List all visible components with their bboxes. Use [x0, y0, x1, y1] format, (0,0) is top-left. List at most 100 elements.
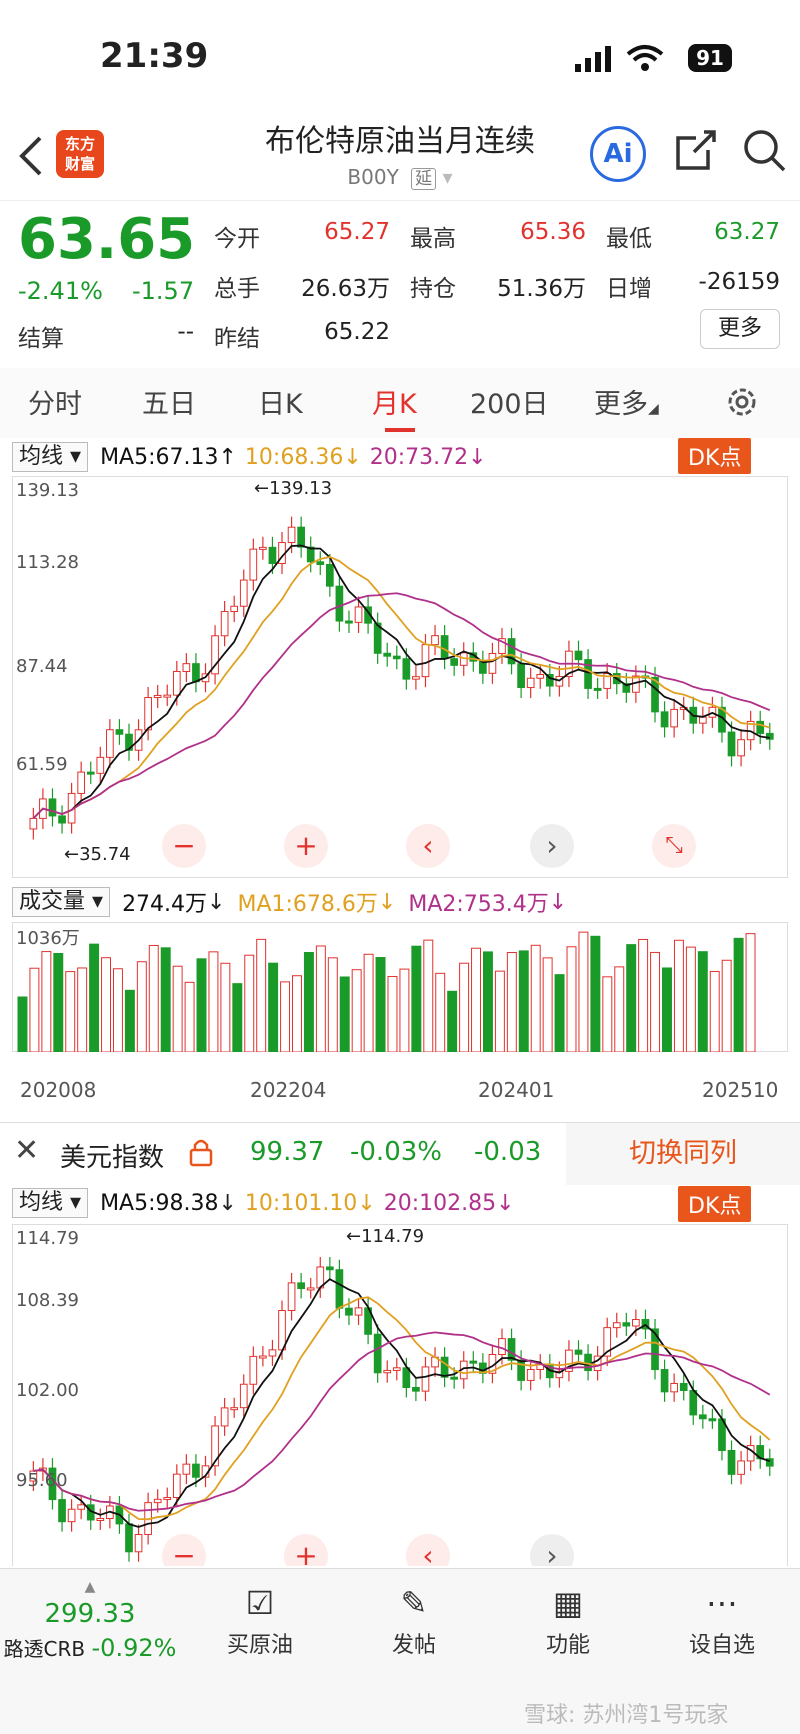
nav-add-watchlist[interactable]: ⋯ 设自选 — [662, 1579, 782, 1659]
search-icon[interactable] — [742, 128, 788, 174]
volume-bar — [685, 946, 696, 1052]
back-icon[interactable] — [16, 134, 46, 178]
compare-candle — [259, 1355, 267, 1359]
compare-candle — [182, 1463, 191, 1475]
compare-candle — [287, 1282, 296, 1312]
close-compare-icon[interactable]: ✕ — [14, 1133, 40, 1168]
more-dots-icon: ⋯ — [706, 1584, 738, 1622]
zoom-out-button[interactable]: − — [162, 824, 206, 868]
compare-zoom-out[interactable]: − — [162, 1534, 206, 1566]
compare-candle — [603, 1327, 612, 1357]
crb-value: 299.33 — [44, 1599, 136, 1629]
price-candle — [660, 711, 669, 728]
settings-gear-icon[interactable] — [724, 384, 760, 420]
nav-post[interactable]: ✎ 发帖 — [354, 1579, 474, 1659]
volume-ma1: MA1:678.6万 — [237, 892, 378, 917]
y-label-top: 139.13 — [16, 480, 79, 501]
compare-candle — [134, 1534, 143, 1553]
volume-bar — [244, 954, 255, 1052]
compare-dk-button[interactable]: DK点 — [678, 1186, 752, 1222]
volume-bar — [29, 967, 40, 1052]
high-annotation: ←139.13 — [254, 478, 333, 499]
tab-monthly-k[interactable]: 月K — [372, 389, 417, 420]
nav-functions[interactable]: ▦ 功能 — [508, 1579, 628, 1659]
crb-name: 路透CRB — [3, 1637, 86, 1661]
prev-settle-label: 昨结 — [214, 326, 260, 352]
open-value: 65.27 — [324, 219, 390, 245]
compare-scroll-left[interactable]: ‹ — [406, 1534, 450, 1566]
last-price: 63.65 — [18, 207, 196, 272]
share-icon[interactable] — [674, 128, 718, 172]
change-pct: -2.41% — [18, 277, 103, 305]
volume-bar — [315, 945, 326, 1052]
price-candle — [651, 676, 659, 713]
volume-bar — [745, 933, 756, 1052]
compare-candle — [632, 1319, 640, 1327]
tab-200-day[interactable]: 200日 — [470, 389, 549, 420]
volume-bar — [578, 931, 589, 1052]
volume-bar — [232, 983, 243, 1052]
compare-candle — [335, 1269, 344, 1309]
price-candle — [383, 652, 392, 657]
compare-candle — [172, 1473, 181, 1499]
price-candle — [77, 771, 86, 794]
compare-candle — [765, 1458, 774, 1467]
compare-candle — [278, 1310, 286, 1351]
price-candle — [584, 659, 592, 689]
ma-legend: 均线 ▾ MA5:67.13 ↑ 10:68.36 ↓ 20:73.72 ↓ — [12, 442, 487, 472]
switch-column-button[interactable]: 切换同列 — [566, 1123, 800, 1185]
fullscreen-icon[interactable]: ⤡ — [652, 824, 696, 868]
x-label-2: 202204 — [250, 1078, 327, 1102]
compare-candle — [268, 1349, 277, 1357]
price-candle — [450, 658, 459, 666]
tab-more[interactable]: 更多◢ — [594, 389, 659, 420]
ai-button[interactable]: Ai — [590, 126, 646, 182]
wifi-icon — [626, 45, 664, 71]
compare-candle — [622, 1322, 631, 1327]
volume-bar — [77, 967, 88, 1052]
compare-value: 99.37 — [250, 1137, 325, 1167]
tab-five-day[interactable]: 五日 — [142, 389, 196, 420]
more-button[interactable]: 更多 — [700, 309, 780, 349]
compare-scroll-right[interactable]: › — [530, 1534, 574, 1566]
compare-name: 美元指数 — [60, 1143, 165, 1173]
chevron-down-icon[interactable]: ▾ — [442, 165, 453, 189]
compare-candle — [498, 1338, 506, 1356]
volume-bar — [327, 957, 338, 1052]
dk-point-button[interactable]: DK点 — [678, 438, 752, 474]
price-candle — [412, 676, 420, 680]
oi-value: 51.36万 — [497, 276, 586, 302]
nav-buy-crude[interactable]: ☑ 买原油 — [200, 1579, 320, 1659]
scroll-left-button[interactable]: ‹ — [406, 824, 450, 868]
compare-candle — [211, 1425, 219, 1467]
zoom-in-button[interactable]: + — [284, 824, 328, 868]
volume-legend: 成交量 ▾ 274.4万 ↓ MA1:678.6万 ↓ MA2:753.4万 ↓ — [12, 886, 567, 918]
compare-candle — [249, 1355, 258, 1385]
crb-index[interactable]: ▲ 299.33 路透CRB -0.92% — [0, 1579, 180, 1662]
compare-candle — [220, 1407, 229, 1427]
volume-bar — [447, 990, 458, 1052]
logo-line2: 财富 — [64, 155, 95, 173]
compare-candle — [67, 1508, 76, 1523]
compare-candle — [565, 1349, 573, 1372]
y-label-4: 61.59 — [16, 754, 68, 775]
indicator-selector[interactable]: 均线 ▾ — [12, 442, 89, 472]
price-candle — [29, 817, 38, 830]
volume-selector[interactable]: 成交量 ▾ — [12, 887, 111, 917]
volume-bar — [256, 938, 267, 1052]
compare-candle — [29, 1470, 38, 1482]
watermark: 雪球: 苏州湾1号玩家 — [524, 1703, 729, 1728]
volume-bar — [124, 989, 135, 1052]
volume-bar — [482, 951, 493, 1052]
open-label: 今开 — [214, 226, 260, 252]
compare-candle — [373, 1333, 382, 1374]
tab-intraday[interactable]: 分时 — [28, 389, 82, 420]
delay-tag: 延 — [411, 168, 437, 190]
price-candle — [220, 611, 229, 637]
compare-zoom-in[interactable]: + — [284, 1534, 328, 1566]
price-candle — [306, 546, 315, 563]
scroll-right-button[interactable]: › — [530, 824, 574, 868]
compare-indicator-selector[interactable]: 均线 ▾ — [12, 1188, 89, 1218]
price-candle — [268, 546, 277, 564]
tab-daily-k[interactable]: 日K — [258, 389, 303, 420]
